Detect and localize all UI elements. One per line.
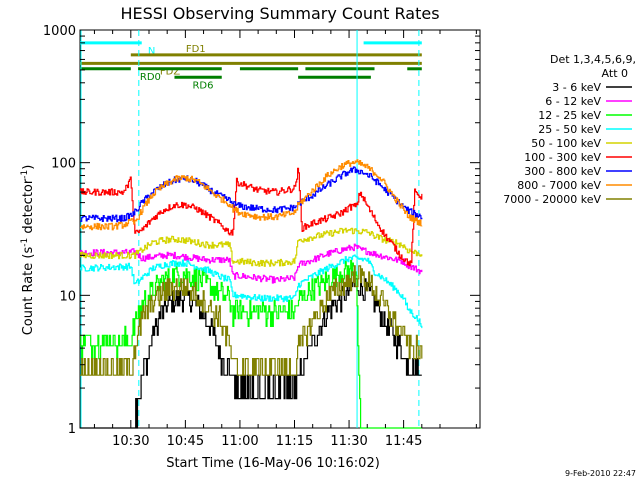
x-tick-label: 11:15 xyxy=(276,434,313,449)
flag-label-n: N xyxy=(148,46,155,57)
y-axis-label: Count Rate (s-1 detector-1) xyxy=(20,165,36,336)
legend-label: 6 - 12 keV xyxy=(545,95,601,108)
legend-label: 50 - 100 keV xyxy=(531,137,601,150)
legend-header-line-1: Det 1,3,4,5,6,9, xyxy=(550,53,636,66)
footer-timestamp: 9-Feb-2010 22:47 xyxy=(565,469,636,478)
flag-label-rd0: RD0 xyxy=(140,72,161,83)
plot-frame xyxy=(79,29,481,429)
legend-label: 300 - 800 keV xyxy=(524,165,601,178)
series-100-300-kev xyxy=(80,167,423,267)
legend-label: 100 - 300 keV xyxy=(524,151,601,164)
series-6-12-kev xyxy=(80,243,423,284)
series-300-800-kev xyxy=(80,166,423,223)
series-800-7000-kev xyxy=(80,159,423,231)
legend-label: 3 - 6 keV xyxy=(552,81,601,94)
y-tick-label: 1 xyxy=(68,422,76,437)
series-12-25-kev xyxy=(80,259,422,429)
legend-label: 25 - 50 keV xyxy=(538,123,601,136)
y-tick-label: 100 xyxy=(51,157,76,172)
ticks-layer: 10:30 10:45 11:00 11:15 11:30 11:45 1 10 100 1000 xyxy=(43,24,480,449)
series-7000-20000-kev xyxy=(80,265,423,376)
legend-label: 7000 - 20000 keV xyxy=(503,193,601,206)
chart-title: HESSI Observing Summary Count Rates xyxy=(120,4,439,23)
x-tick-label: 11:45 xyxy=(385,434,422,449)
series-25-50-kev xyxy=(80,254,423,329)
flag-label-rd6: RD6 xyxy=(192,80,213,91)
markers-layer xyxy=(80,30,420,428)
x-tick-label: 11:00 xyxy=(221,434,258,449)
y-tick-label: 1000 xyxy=(43,24,76,39)
x-tick-label: 11:30 xyxy=(330,434,367,449)
flag-label-fdz: FDZ xyxy=(160,66,180,77)
legend-label: 12 - 25 keV xyxy=(538,109,601,122)
flag-label-fd1: FD1 xyxy=(186,44,206,55)
x-tick-label: 10:30 xyxy=(112,434,149,449)
legend-label: 800 - 7000 keV xyxy=(517,179,601,192)
legend-header-line-2: Att 0 xyxy=(602,67,628,80)
series-50-100-kev xyxy=(80,227,423,267)
x-tick-label: 10:45 xyxy=(167,434,204,449)
axes-frame xyxy=(79,29,481,429)
y-tick-label: 10 xyxy=(59,289,76,304)
series-layer xyxy=(80,159,423,429)
x-axis-label: Start Time (16-May-06 10:16:02) xyxy=(166,456,380,471)
